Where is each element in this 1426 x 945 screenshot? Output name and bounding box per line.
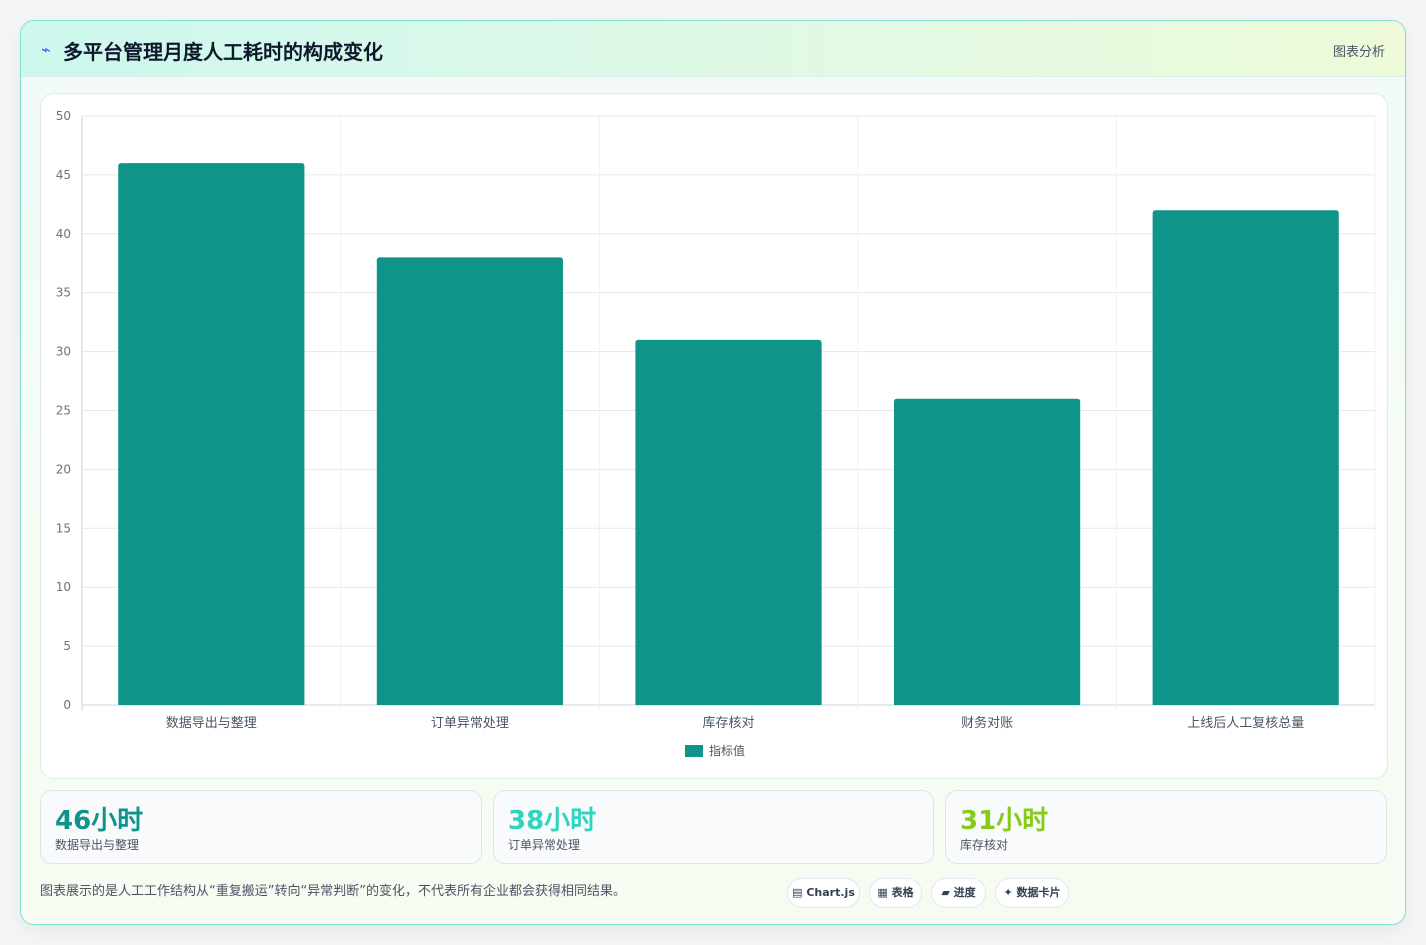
- tag-label: 进度: [953, 886, 976, 899]
- chart-card: ⌁ 多平台管理月度人工耗时的构成变化 图表分析 0 5 10 15 20 25 30 35 40…: [20, 20, 1406, 925]
- footnote: 图表展示的是人工工作结构从“重复搬运”转向“异常判断”的变化，不代表所有企业都会…: [40, 884, 626, 899]
- table-icon: ▦: [877, 886, 888, 899]
- x-tick-label: 上线后人工复核总量: [1187, 716, 1304, 731]
- y-tick-label: 45: [56, 168, 71, 182]
- x-tick-label: 财务对账: [961, 715, 1013, 731]
- y-tick-label: 50: [56, 109, 71, 123]
- y-tick-label: 25: [56, 404, 71, 418]
- y-tick-label: 10: [56, 580, 71, 594]
- tag-data-card[interactable]: ✦ 数据卡片: [995, 878, 1069, 908]
- page-title: 多平台管理月度人工耗时的构成变化: [63, 40, 383, 64]
- stat-value: 31小时: [960, 806, 1049, 836]
- tag-progress[interactable]: ▰ 进度: [931, 878, 986, 908]
- stat-label: 库存核对: [960, 838, 1009, 852]
- y-tick-label: 5: [63, 639, 71, 653]
- y-tick-label: 35: [56, 286, 71, 300]
- stat-label: 数据导出与整理: [55, 838, 140, 852]
- chart-icon: ▤: [792, 886, 803, 899]
- lightning-icon: ⌁: [41, 40, 51, 59]
- bar: [635, 339, 822, 705]
- stat-value: 46小时: [55, 806, 144, 836]
- stat-card-2: 38小时 订单异常处理: [493, 790, 934, 864]
- tag-label: Chart.js: [806, 886, 855, 899]
- stat-label: 订单异常处理: [508, 838, 581, 852]
- progress-icon: ▰: [941, 886, 950, 899]
- stat-card-3: 31小时 库存核对: [945, 790, 1387, 864]
- chart-analysis-label: 图表分析: [1332, 45, 1385, 60]
- card-header: ⌁ 多平台管理月度人工耗时的构成变化 图表分析: [21, 21, 1405, 77]
- stat-value: 38小时: [508, 806, 597, 836]
- x-tick-label: 数据导出与整理: [166, 716, 257, 731]
- sparkle-icon: ✦: [1003, 886, 1013, 899]
- y-tick-label: 0: [63, 698, 71, 712]
- bar-chart: 0 5 10 15 20 25 30 35 40 45 50 数据导出与整理 订单异常处理 库存核对 财务对…: [56, 109, 1376, 758]
- stat-card-1: 46小时 数据导出与整理: [40, 790, 482, 864]
- y-tick-label: 40: [56, 227, 71, 241]
- x-tick-label: 订单异常处理: [431, 716, 509, 731]
- tag-label: 表格: [891, 886, 914, 899]
- y-tick-label: 15: [56, 521, 71, 535]
- bar: [1152, 210, 1339, 705]
- bar: [118, 163, 305, 705]
- x-tick-label: 库存核对: [702, 715, 754, 731]
- bar: [894, 398, 1081, 705]
- y-tick-label: 30: [56, 345, 71, 359]
- tag-table[interactable]: ▦ 表格: [869, 878, 922, 908]
- tag-chartjs[interactable]: ▤ Chart.js: [787, 878, 860, 908]
- legend-swatch: [685, 745, 703, 757]
- chart-panel: 0 5 10 15 20 25 30 35 40 45 50 数据导出与整理 订单异常处理 库存核对 财务对…: [40, 93, 1388, 779]
- legend-label: 指标值: [709, 743, 745, 758]
- bar: [376, 257, 563, 705]
- y-tick-label: 20: [56, 462, 71, 476]
- tag-label: 数据卡片: [1016, 886, 1061, 899]
